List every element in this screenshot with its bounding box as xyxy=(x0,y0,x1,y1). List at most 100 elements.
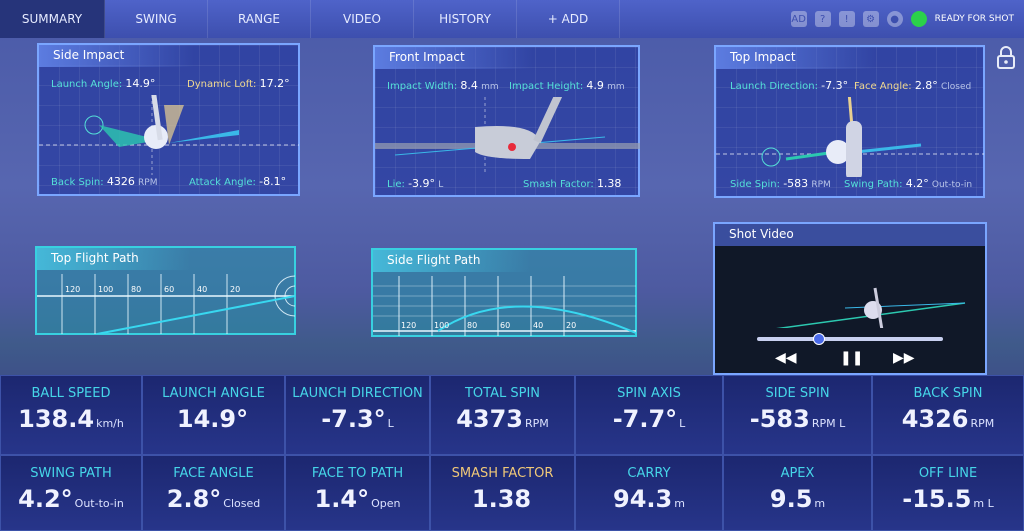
warning-icon[interactable]: ! xyxy=(838,11,855,27)
panel-title: Shot Video xyxy=(715,224,985,246)
attack-angle-readout: Attack Angle: -8.1° xyxy=(189,175,287,188)
pause-button[interactable]: ❚❚ xyxy=(840,350,864,366)
gear-icon[interactable]: ⚙ xyxy=(862,11,879,27)
stat-value-row: -7.7° L xyxy=(613,405,686,433)
tick-label: 80 xyxy=(131,285,141,294)
stat-launch-direction: LAUNCH DIRECTION -7.3° L xyxy=(285,375,430,455)
controller-icon[interactable]: ● xyxy=(886,11,903,27)
stat-label: LAUNCH ANGLE xyxy=(162,386,265,401)
stat-label: APEX xyxy=(780,466,815,481)
stat-value-row: 94.3 m xyxy=(613,485,685,513)
forward-button[interactable]: ▶▶ xyxy=(893,350,915,366)
stat-carry: CARRY 94.3 m xyxy=(575,455,723,531)
tick-label: 20 xyxy=(566,321,576,330)
stat-value: 4373 xyxy=(456,405,523,433)
stat-spin-axis: SPIN AXIS -7.7° L xyxy=(575,375,723,455)
flight-trajectory xyxy=(96,295,295,334)
side-flight-path-panel: Side Flight Path 120 100 80 60 40 20 xyxy=(371,248,637,337)
tab-summary[interactable]: SUMMARY xyxy=(0,0,105,38)
stat-side-spin: SIDE SPIN -583 RPM L xyxy=(723,375,872,455)
stat-value-row: 138.4 km/h xyxy=(18,405,124,433)
stat-label: FACE TO PATH xyxy=(311,466,404,481)
stat-value-row: 4326 RPM xyxy=(902,405,995,433)
front-impact-graphic xyxy=(375,97,640,172)
stat-unit: RPM xyxy=(970,417,995,430)
status-text: READY FOR SHOT xyxy=(934,14,1014,24)
video-scrubber-handle[interactable] xyxy=(812,333,825,345)
tab-history[interactable]: HISTORY xyxy=(414,0,517,38)
stat-face-angle: FACE ANGLE 2.8° Closed xyxy=(142,455,285,531)
stat-unit: m xyxy=(814,497,826,510)
lie-readout: Lie: -3.9° L xyxy=(387,177,444,190)
tick-label: 120 xyxy=(65,285,80,294)
panel-title: Side Flight Path xyxy=(373,250,531,272)
stat-unit: Out-to-in xyxy=(74,497,124,510)
tab-range[interactable]: RANGE xyxy=(208,0,311,38)
flight-trajectory xyxy=(437,305,636,334)
stat-value: 4326 xyxy=(901,405,969,433)
rewind-button[interactable]: ◀◀ xyxy=(775,350,797,366)
stats-grid: BALL SPEED 138.4 km/h LAUNCH ANGLE 14.9° LAUN… xyxy=(0,375,1024,531)
smash-factor-readout: Smash Factor: 1.38 xyxy=(523,177,622,190)
status-indicator-icon xyxy=(910,11,927,27)
stat-off-line: OFF LINE -15.5 m L xyxy=(872,455,1024,531)
tick-label: 40 xyxy=(197,285,207,294)
stat-value-row: 2.8° Closed xyxy=(167,485,260,513)
tab-swing[interactable]: SWING xyxy=(105,0,208,38)
tick-label: 100 xyxy=(434,321,449,330)
stat-value: 1.4° xyxy=(314,485,370,513)
dynamic-loft-readout: Dynamic Loft: 17.2° xyxy=(187,77,290,90)
tab-add[interactable]: + ADD xyxy=(517,0,620,38)
stat-value: 1.38 xyxy=(471,485,532,513)
stat-value-row: 1.4° Open xyxy=(315,485,401,513)
stat-value: -583 xyxy=(749,405,810,433)
shot-video-panel: Shot Video ◀◀ ❚❚ ▶▶ xyxy=(713,222,987,375)
video-progress-bar[interactable] xyxy=(757,333,943,345)
stat-value-row: 4.2° Out-to-in xyxy=(18,485,124,513)
stat-value: 9.5 xyxy=(769,485,813,513)
stat-label: SPIN AXIS xyxy=(617,386,681,401)
tick-label: 60 xyxy=(164,285,174,294)
stat-unit: L xyxy=(387,417,394,430)
top-flight-path-panel: Top Flight Path 120 100 80 60 40 20 xyxy=(35,246,296,335)
stat-smash-factor: SMASH FACTOR 1.38 xyxy=(430,455,575,531)
stat-label: OFF LINE xyxy=(918,466,978,481)
video-frame[interactable] xyxy=(715,248,985,328)
stat-value-row: 1.38 xyxy=(472,485,533,513)
top-flight-chart: 120 100 80 60 40 20 xyxy=(37,274,295,334)
stat-value: 4.2° xyxy=(18,485,73,513)
stat-unit: RPM L xyxy=(811,417,846,430)
side-impact-graphic xyxy=(39,95,299,175)
stat-value: -7.3° xyxy=(321,405,386,433)
panel-title: Side Impact xyxy=(39,45,195,67)
tick-label: 120 xyxy=(401,321,416,330)
swing-path-readout: Swing Path: 4.2° Out-to-in xyxy=(844,177,973,190)
launch-angle-readout: Launch Angle: 14.9° xyxy=(51,77,156,90)
tick-label: 40 xyxy=(533,321,543,330)
stat-unit: Closed xyxy=(223,497,261,510)
tick-label: 80 xyxy=(467,321,477,330)
stat-value: 14.9° xyxy=(176,405,249,433)
help-icon[interactable]: ? xyxy=(814,11,831,27)
impact-height-readout: Impact Height: 4.9 mm xyxy=(509,79,625,92)
stat-unit: km/h xyxy=(96,417,124,430)
stat-value-row: 4373 RPM xyxy=(456,405,549,433)
side-spin-readout: Side Spin: -583 RPM xyxy=(730,177,831,190)
side-flight-chart: 120 100 80 60 40 20 xyxy=(373,276,636,336)
lock-icon[interactable] xyxy=(995,44,1017,70)
stat-face-to-path: FACE TO PATH 1.4° Open xyxy=(285,455,430,531)
stat-value: 2.8° xyxy=(166,485,222,513)
stat-swing-path: SWING PATH 4.2° Out-to-in xyxy=(0,455,142,531)
face-angle-readout: Face Angle: 2.8° Closed xyxy=(854,79,972,92)
stat-unit: L xyxy=(679,417,686,430)
stat-label: BACK SPIN xyxy=(913,386,983,401)
stat-label: CARRY xyxy=(627,466,671,481)
panel-title: Top Flight Path xyxy=(37,248,192,270)
tab-video[interactable]: VIDEO xyxy=(311,0,414,38)
ad-icon[interactable]: AD xyxy=(790,11,807,27)
tick-label: 20 xyxy=(230,285,240,294)
stat-apex: APEX 9.5 m xyxy=(723,455,872,531)
stat-value: -15.5 xyxy=(902,485,972,513)
stat-value: 138.4 xyxy=(18,405,95,433)
stat-value-row: -7.3° L xyxy=(321,405,394,433)
